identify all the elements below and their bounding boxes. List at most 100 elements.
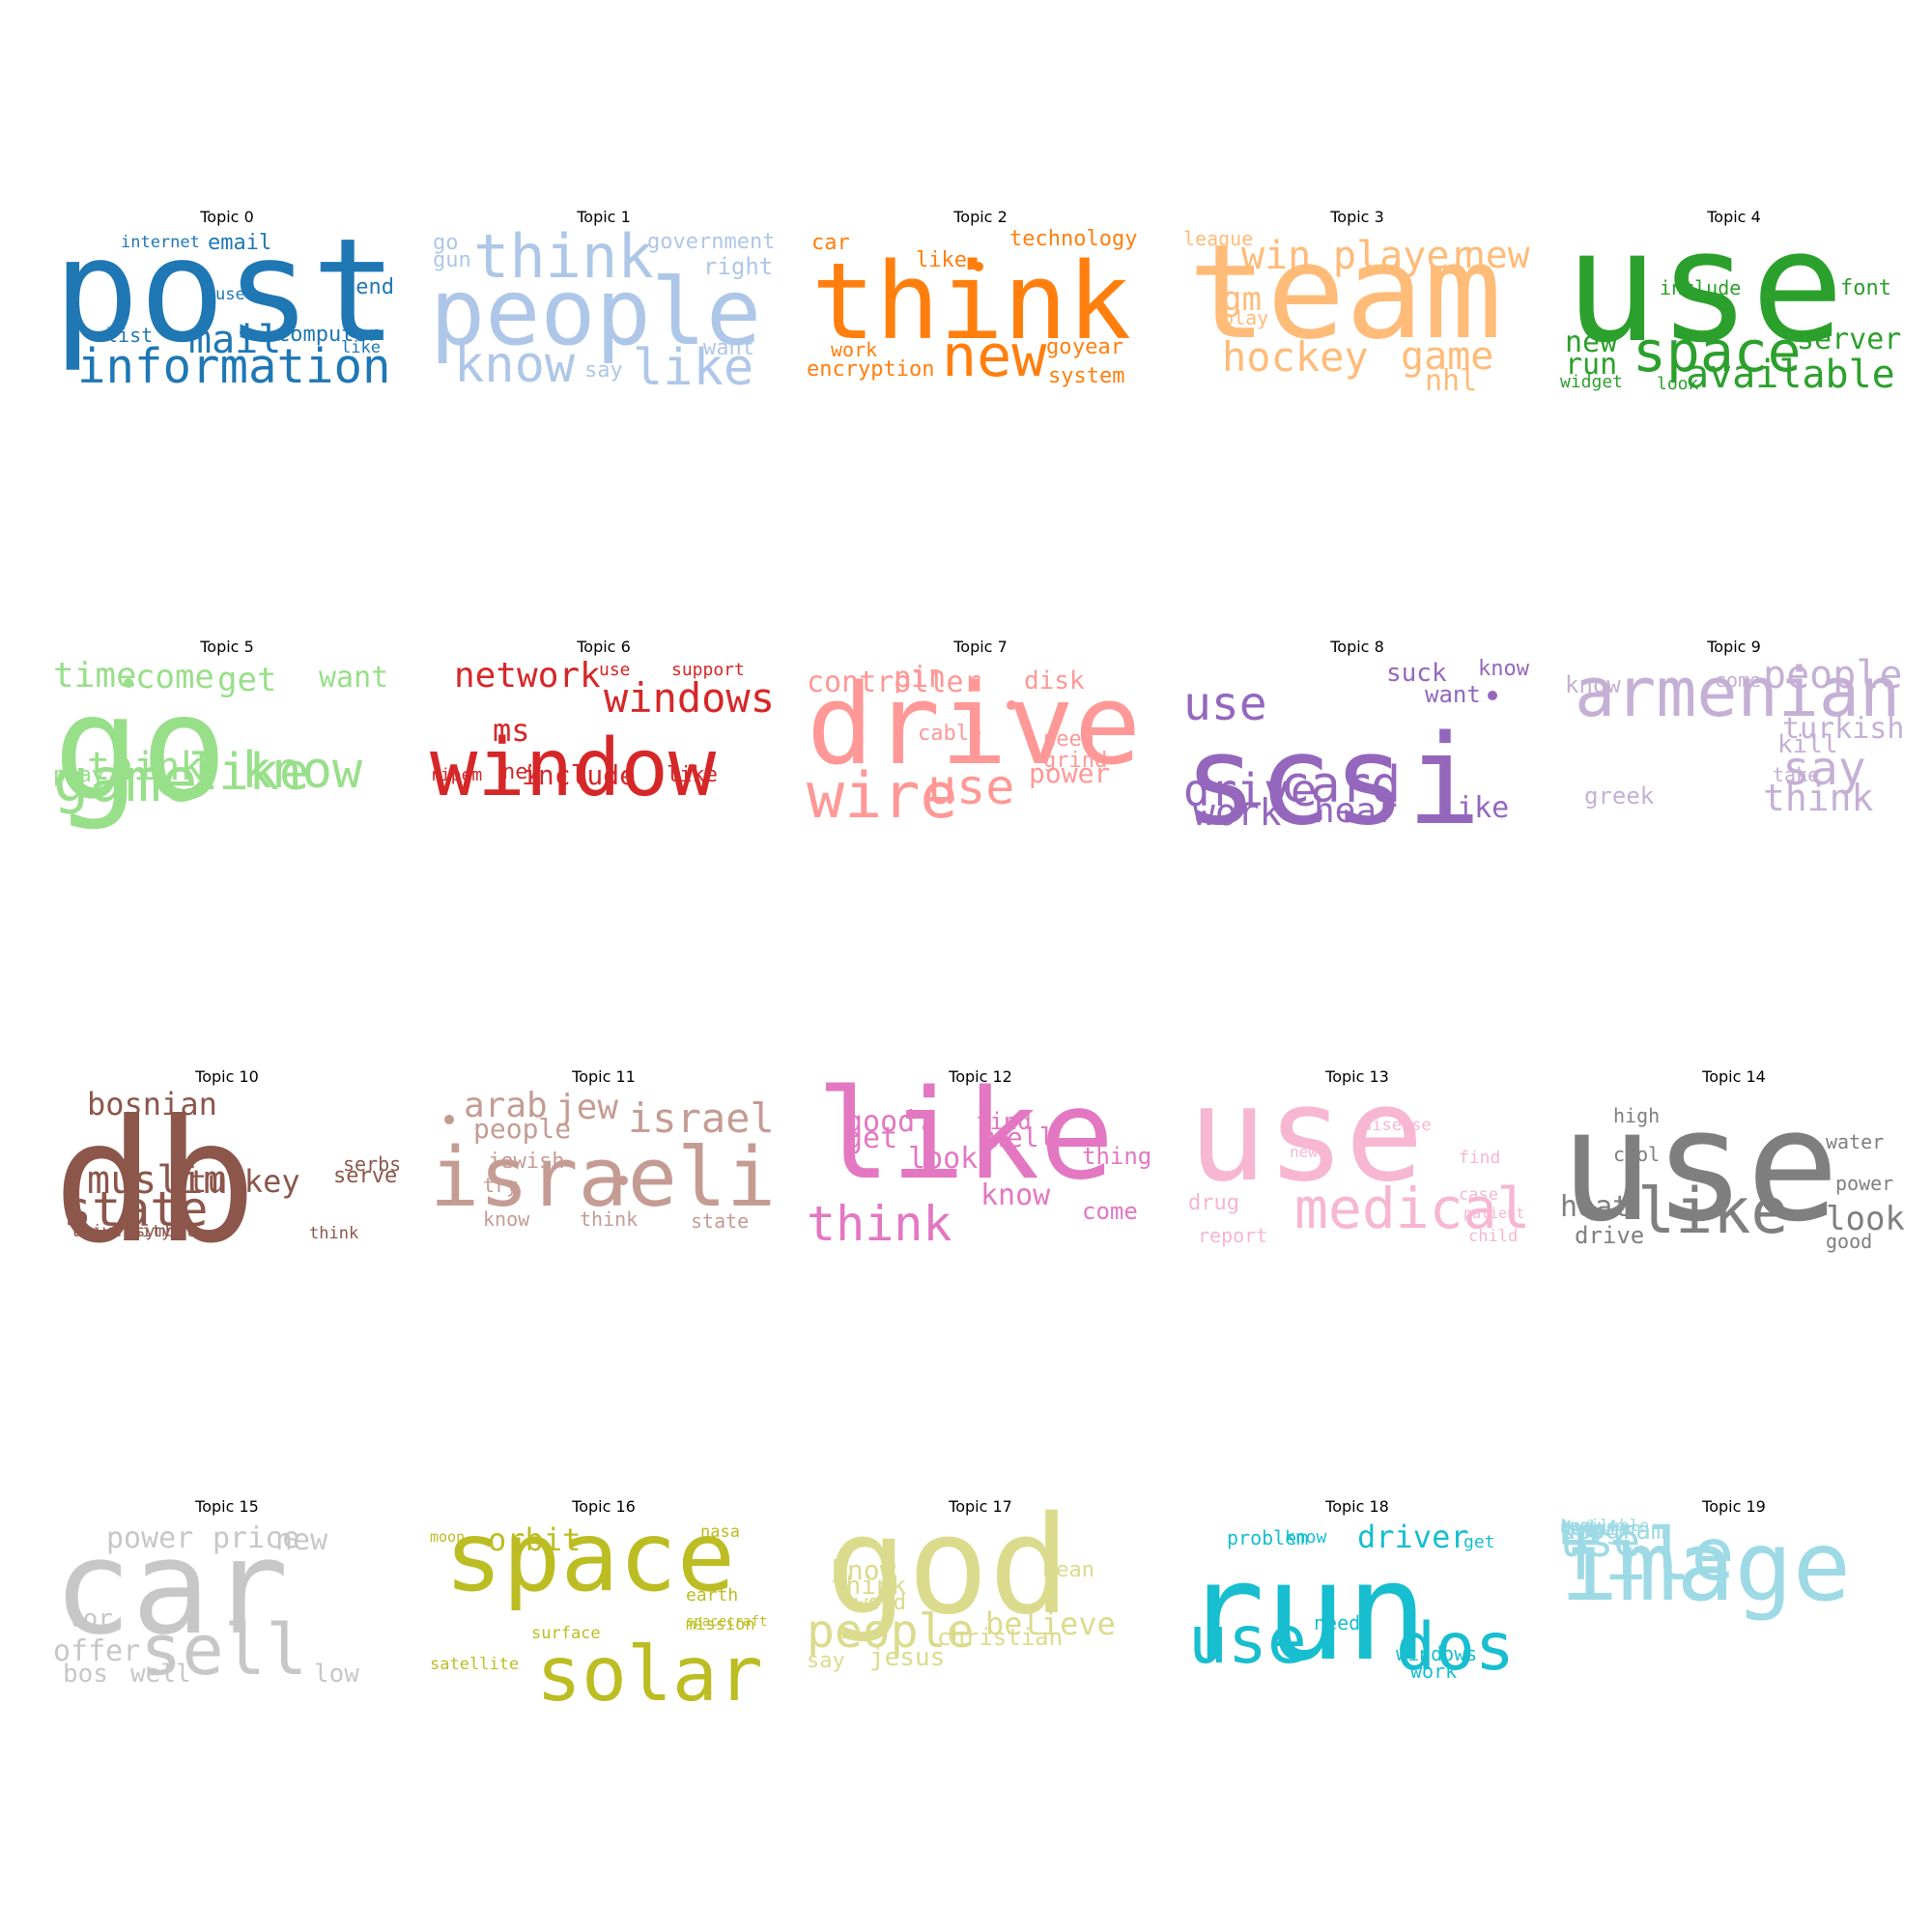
word-cloud: think new technology car like encryption work s… bbox=[807, 229, 1154, 403]
cloud-word: mean bbox=[1043, 1558, 1094, 1582]
cloud-word: need bbox=[1043, 727, 1094, 752]
cloud-word: try bbox=[483, 1174, 519, 1197]
cloud-word: time bbox=[53, 656, 137, 696]
cloud-word: version bbox=[1560, 1517, 1642, 1540]
cloud-word: medical bbox=[1294, 1176, 1531, 1241]
cloud-word: know bbox=[980, 1179, 1051, 1212]
cloud-word: team bbox=[1188, 216, 1503, 368]
cloud-word: windows bbox=[1396, 1642, 1478, 1665]
cloud-word: use bbox=[1565, 196, 1844, 377]
cloud-word: league bbox=[1183, 227, 1254, 250]
cloud-word: like bbox=[341, 338, 381, 357]
cloud-word: internet bbox=[121, 233, 200, 252]
cloud-word: play bbox=[53, 763, 104, 787]
cloud-word: find bbox=[976, 1108, 1032, 1135]
cloud-word: post bbox=[53, 208, 398, 374]
cloud-word: like bbox=[188, 744, 310, 802]
word-cloud: armenian people turkish say think greek know ki… bbox=[1560, 653, 1908, 833]
word-cloud: team win player new hockey game gm nhl league pla… bbox=[1183, 216, 1531, 403]
cloud-word: mission bbox=[686, 1615, 755, 1634]
cloud-word: computer bbox=[277, 323, 380, 347]
cloud-word: high bbox=[1613, 1104, 1661, 1127]
word-cloud: israeli israel arab jew people jewish try know t… bbox=[430, 1089, 778, 1263]
cloud-word: new bbox=[1565, 326, 1618, 359]
cloud-word: people bbox=[473, 1113, 572, 1145]
cloud-word: government bbox=[647, 230, 776, 254]
cloud-word: word bbox=[855, 1591, 906, 1615]
cloud-word: drive bbox=[1183, 764, 1318, 816]
cloud-word: good bbox=[845, 1105, 916, 1139]
cloud-word: want bbox=[319, 661, 389, 695]
cloud-word: say bbox=[584, 358, 623, 383]
cloud-word: include bbox=[1660, 276, 1742, 299]
cloud-word: christian bbox=[937, 1624, 1064, 1651]
cloud-word: come bbox=[1715, 668, 1762, 692]
topic-title: Topic 4 bbox=[1707, 208, 1761, 226]
cloud-word: get bbox=[1463, 1532, 1495, 1552]
topic-panel: Topic 3 team win player new hockey game gm nhl le… bbox=[1183, 208, 1531, 411]
cloud-word: new bbox=[1463, 234, 1530, 276]
cloud-word: go bbox=[1046, 335, 1072, 359]
cloud-word: use bbox=[1183, 677, 1267, 731]
cloud-word: turkish bbox=[1782, 712, 1905, 746]
cloud-word: want bbox=[1425, 681, 1481, 708]
word-cloud: people think know like government right want go… bbox=[430, 227, 778, 403]
cloud-word: drive bbox=[1575, 1222, 1645, 1249]
cloud-word: disease bbox=[1362, 1116, 1432, 1135]
cloud-word: serbs bbox=[343, 1152, 402, 1176]
topic-panel: Topic 2 think new technology car like encrypti… bbox=[807, 208, 1154, 411]
cloud-word: power bbox=[106, 1521, 194, 1555]
word-cloud: db state turkey serve muslim bosnian serbs univ… bbox=[53, 1089, 402, 1267]
cloud-word: know bbox=[1285, 1527, 1327, 1548]
topic-panel: Topic 14 use like look heat drive high cool wate… bbox=[1560, 1067, 1908, 1270]
cloud-word: armenian bbox=[1575, 653, 1901, 732]
cloud-word: drive bbox=[807, 661, 1142, 790]
cloud-dot bbox=[444, 1115, 454, 1124]
cloud-word: hockey bbox=[1222, 333, 1369, 381]
cloud-dot bbox=[1007, 700, 1016, 710]
cloud-word: encryption bbox=[807, 357, 935, 382]
cloud-word: problem bbox=[1227, 1526, 1309, 1549]
cloud-word: car bbox=[811, 231, 850, 255]
cloud-word: available bbox=[1686, 353, 1895, 397]
cloud-word: new bbox=[1290, 1143, 1318, 1161]
cloud-word: moon bbox=[430, 1528, 466, 1546]
cloud-word: say bbox=[807, 1649, 845, 1673]
cloud-word: heat bbox=[1560, 1190, 1631, 1224]
cloud-word: space bbox=[444, 1500, 736, 1613]
cloud-word: system bbox=[1048, 364, 1125, 388]
cloud-word: israel bbox=[628, 1094, 775, 1142]
cloud-word: use bbox=[215, 285, 245, 304]
cloud-word: symbol bbox=[135, 1222, 195, 1241]
topic-panel: Topic 12 like think look thing good get find wel… bbox=[807, 1067, 1154, 1270]
cloud-word: know bbox=[831, 1554, 896, 1586]
cloud-word: nhl bbox=[1425, 364, 1478, 398]
topic-title: Topic 0 bbox=[200, 208, 254, 226]
cloud-word: greek bbox=[1584, 782, 1655, 810]
cloud-word: jewish bbox=[488, 1150, 565, 1174]
cloud-word: list bbox=[106, 324, 154, 347]
cloud-word: mail bbox=[188, 318, 282, 362]
cloud-word: email bbox=[208, 231, 272, 255]
word-cloud: like think look thing good get find well know com… bbox=[807, 1074, 1154, 1263]
cloud-word: controller bbox=[807, 666, 981, 699]
topic-panel: Topic 7 drive wire use power pin controller dis… bbox=[807, 638, 1154, 840]
cloud-word: power bbox=[1835, 1172, 1894, 1195]
cloud-word: suck bbox=[1386, 659, 1447, 688]
word-cloud: run use dos driver problem windows work get know… bbox=[1183, 1519, 1531, 1692]
word-cloud: window windows network ms include new like use s… bbox=[430, 659, 778, 833]
cloud-word: game bbox=[1401, 334, 1494, 379]
topic-panel: Topic 1 people think know like government righ… bbox=[430, 208, 778, 411]
word-cloud: car sell offer power price new tor bos well low bbox=[53, 1519, 401, 1692]
cloud-word: driver bbox=[1357, 1519, 1469, 1555]
topic-panel: Topic 6 window windows network ms include new l… bbox=[430, 638, 778, 840]
cloud-word: think bbox=[1763, 777, 1874, 819]
topic-title: Topic 11 bbox=[572, 1067, 636, 1086]
cloud-word: pin bbox=[894, 661, 947, 695]
word-cloud: space solar orbit spacecraft earth mission moo… bbox=[430, 1509, 778, 1714]
topic-panel: Topic 5 go game know like think time come get wan… bbox=[53, 638, 401, 840]
cloud-word: scsi bbox=[1183, 709, 1482, 853]
word-cloud: use medical drug report find new disease case pa… bbox=[1183, 1069, 1531, 1263]
topic-title: Topic 12 bbox=[949, 1067, 1012, 1086]
